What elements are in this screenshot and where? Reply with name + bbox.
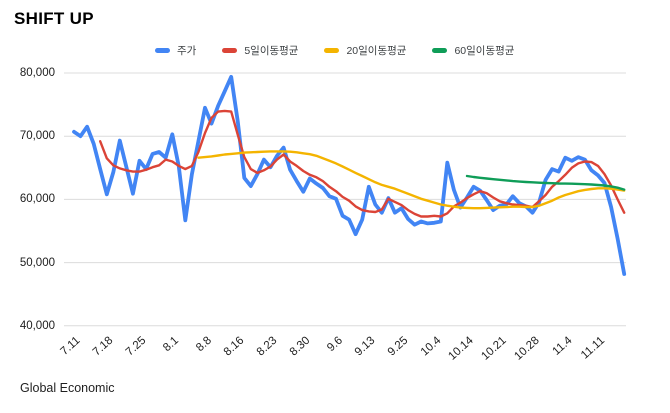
source-credit: Global Economic [20,381,115,395]
legend-swatch-icon [432,48,448,53]
legend: 주가 5일이동평균 20일이동평균 60일이동평균 [155,43,514,58]
legend-item-2[interactable]: 20일이동평균 [324,43,406,58]
legend-item-3[interactable]: 60일이동평균 [432,43,514,58]
legend-item-0[interactable]: 주가 [155,43,196,58]
y-tick-label: 80,000 [19,67,55,79]
legend-item-label: 20일이동평균 [346,45,407,57]
page-title: SHIFT UP [14,9,94,28]
legend-item-label: 60일이동평균 [454,45,515,57]
legend-item-1[interactable]: 5일이동평균 [222,43,298,58]
y-tick-label: 50,000 [19,256,55,269]
legend-swatch-icon [222,48,238,53]
y-tick-label: 70,000 [19,130,55,143]
legend-swatch-icon [324,48,340,53]
series-line-2 [197,150,626,210]
legend-item-label: 주가 [177,45,197,57]
series-line-1 [98,109,626,218]
series-line-3 [465,174,626,191]
series-line-0 [72,74,627,276]
y-tick-label: 40,000 [19,319,55,332]
legend-item-label: 5일이동평균 [244,45,299,57]
y-tick-label: 60,000 [19,193,55,206]
legend-swatch-icon [155,48,170,53]
